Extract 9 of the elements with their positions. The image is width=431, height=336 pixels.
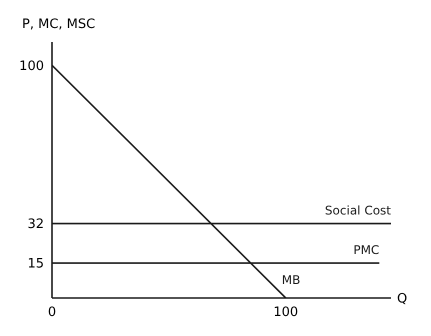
y-tick-label: 15 — [27, 256, 44, 272]
x-axis-title: Q — [397, 292, 408, 307]
x-tick-label: 0 — [48, 305, 56, 320]
y-axis-title: P, MC, MSC — [22, 17, 96, 32]
y-tick-label: 100 — [19, 58, 44, 74]
y-tick-label: 32 — [27, 217, 44, 232]
series-label: MB — [282, 273, 300, 287]
series-label: PMC — [353, 243, 380, 258]
series-label: Social Cost — [324, 204, 392, 218]
